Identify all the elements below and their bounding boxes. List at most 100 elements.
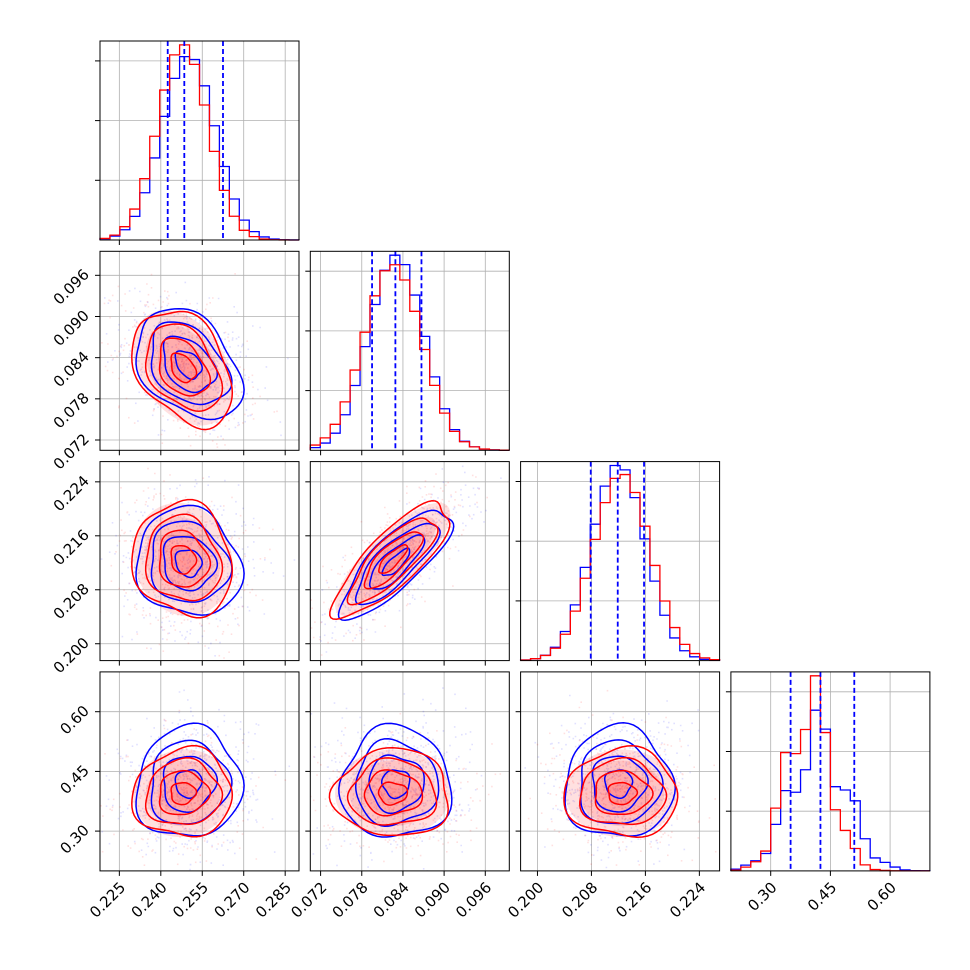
hist-series-1-param-2 xyxy=(519,473,721,661)
xtick-label-2-0: 0.200 xyxy=(504,878,547,921)
contour-series-1-level-0 xyxy=(170,781,198,806)
ytick-label-1-4: 0.096 xyxy=(50,265,93,308)
contour-series-1-level-1 xyxy=(363,531,425,590)
xtick-label-0-0: 0.225 xyxy=(86,878,129,921)
density-fill-level-0 xyxy=(565,749,679,838)
contour-series-1-level-0 xyxy=(170,352,198,384)
xtick-label-1-3: 0.090 xyxy=(411,878,454,921)
ytick-label-1-2: 0.084 xyxy=(50,348,93,391)
contour-series-0-level-3 xyxy=(337,509,455,622)
ytick-label-2-0: 0.200 xyxy=(50,634,93,677)
contour-series-0-level-1 xyxy=(591,755,649,813)
scatter-content xyxy=(100,461,299,661)
hist-series-1-param-0 xyxy=(99,44,300,241)
contour-series-1-level-0 xyxy=(170,545,198,575)
xtick-label-3-0: 0.30 xyxy=(744,878,780,914)
ytick-label-3-2: 0.60 xyxy=(56,702,92,738)
xtick-label-0-3: 0.270 xyxy=(211,878,254,921)
xtick-label-1-1: 0.078 xyxy=(329,878,372,921)
density-fill-level-3 xyxy=(378,782,408,805)
density-fill-level-2 xyxy=(593,771,651,816)
ytick-label-1-0: 0.072 xyxy=(50,430,93,473)
xtick-label-1-4: 0.096 xyxy=(452,878,495,921)
contour-series-1-level-2 xyxy=(346,517,439,606)
contour-series-0-level-3 xyxy=(135,307,245,421)
scatter-panel-3-1 xyxy=(305,671,510,872)
xtick-label-2-1: 0.208 xyxy=(558,878,601,921)
hist-frame-0 xyxy=(99,40,300,241)
scatter-frame-2-1 xyxy=(309,461,510,662)
xtick-label-3-2: 0.60 xyxy=(864,878,900,914)
contour-series-1-level-2 xyxy=(144,513,224,602)
scatter-content xyxy=(310,461,510,661)
contour-series-1-level-3 xyxy=(328,746,449,837)
contour-series-1-level-2 xyxy=(346,757,438,826)
contour-series-0-level-2 xyxy=(150,520,233,603)
density-fill-level-2 xyxy=(158,531,208,588)
contour-series-0-level-2 xyxy=(354,737,440,828)
scatter-content xyxy=(100,251,299,451)
contour-series-1-level-3 xyxy=(131,310,234,431)
xtick-label-2-3: 0.224 xyxy=(666,878,709,921)
density-fill-level-2 xyxy=(158,339,208,397)
density-fill-level-1 xyxy=(145,516,221,602)
ytick-label-3-1: 0.45 xyxy=(56,762,92,798)
hist-series-0-param-2 xyxy=(519,464,721,661)
scatter-frame-1-0 xyxy=(99,250,300,451)
contour-series-1-level-2 xyxy=(144,323,224,413)
scatter-panel-2-0: 0.200 0.208 0.216 0.224 xyxy=(50,461,300,677)
scatter-content xyxy=(520,671,720,871)
contour-series-1-level-1 xyxy=(594,769,654,816)
hist-panel-0 xyxy=(95,40,300,241)
contour-series-1-level-3 xyxy=(131,744,234,838)
contour-series-0-level-3 xyxy=(135,722,245,837)
contour-series-1-level-0 xyxy=(607,781,639,806)
xtick-label-0-1: 0.240 xyxy=(128,878,171,921)
scatter-panel-3-0: 0.30 0.45 0.60 xyxy=(56,671,300,872)
contour-series-1-level-0 xyxy=(377,781,409,806)
density-fill-level-0 xyxy=(335,502,451,617)
contour-series-0-level-1 xyxy=(368,534,426,590)
density-fill-level-3 xyxy=(607,782,636,805)
scatter-content xyxy=(310,671,510,871)
contour-series-1-level-2 xyxy=(579,756,668,826)
contour-series-0-level-2 xyxy=(354,522,441,606)
scatter-content xyxy=(100,671,299,871)
ytick-label-2-1: 0.208 xyxy=(50,580,93,623)
scatter-panel-3-2 xyxy=(515,671,721,872)
contour-series-0-level-0 xyxy=(174,350,203,381)
xtick-label-0-2: 0.255 xyxy=(169,878,212,921)
density-fill-level-2 xyxy=(158,771,208,816)
ytick-label-2-2: 0.216 xyxy=(50,526,93,569)
contour-series-1-level-1 xyxy=(363,769,424,817)
contour-series-0-level-1 xyxy=(162,536,219,592)
hist-frame-1 xyxy=(309,250,510,451)
contour-series-1-level-3 xyxy=(131,498,234,619)
scatter-points-series-1 xyxy=(100,709,287,871)
contour-series-1-level-1 xyxy=(158,337,212,397)
xtick-label-2-2: 0.216 xyxy=(612,878,655,921)
contour-series-0-level-2 xyxy=(150,321,233,406)
ytick-label-3-0: 0.30 xyxy=(56,821,92,857)
contour-series-0-level-2 xyxy=(580,739,664,825)
scatter-panel-2-1 xyxy=(305,461,510,662)
hist-frame-2 xyxy=(520,461,721,662)
contour-series-1-level-3 xyxy=(563,744,679,838)
xtick-label-1-2: 0.084 xyxy=(370,878,413,921)
hist-panel-1 xyxy=(305,250,510,451)
scatter-points-series-1 xyxy=(100,467,274,659)
panels: 0.0720.0780.0840.0900.0960.2000.2080.216… xyxy=(50,40,931,922)
scatter-frame-2-0 xyxy=(99,461,300,662)
hist-series-1-param-1 xyxy=(309,264,510,451)
contour-series-1-level-2 xyxy=(144,757,224,825)
scatter-points-series-0 xyxy=(100,476,296,657)
contour-series-0-level-0 xyxy=(380,769,411,800)
hist-panel-3 xyxy=(725,671,931,872)
contour-series-0-level-3 xyxy=(338,722,453,838)
ytick-label-1-3: 0.090 xyxy=(50,307,93,350)
xtick-label-1-0: 0.072 xyxy=(287,878,330,921)
ytick-label-2-3: 0.224 xyxy=(50,472,93,515)
xtick-label-0-4: 0.285 xyxy=(252,878,295,921)
